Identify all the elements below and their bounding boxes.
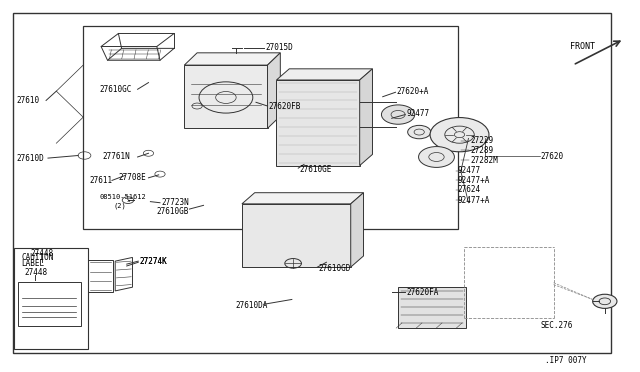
Polygon shape	[184, 53, 280, 65]
Polygon shape	[268, 53, 280, 128]
Text: 27610GE: 27610GE	[300, 165, 332, 174]
Text: 27015D: 27015D	[266, 43, 293, 52]
Circle shape	[381, 105, 415, 124]
Text: .IP7 007Y: .IP7 007Y	[545, 356, 587, 365]
Polygon shape	[276, 69, 372, 80]
Text: 92477+A: 92477+A	[458, 196, 490, 205]
Polygon shape	[398, 287, 466, 328]
Text: 27708E: 27708E	[118, 173, 146, 182]
Text: 08510-51612: 08510-51612	[99, 194, 146, 200]
Circle shape	[408, 125, 431, 139]
Text: 27611: 27611	[90, 176, 113, 185]
Bar	[14, 248, 88, 349]
Text: 27610GB: 27610GB	[157, 207, 189, 216]
Text: 27610DA: 27610DA	[236, 301, 268, 310]
Text: 27610GC: 27610GC	[99, 85, 132, 94]
Text: 27761N: 27761N	[102, 153, 130, 161]
Bar	[18, 282, 81, 326]
Text: 27620+A: 27620+A	[397, 87, 429, 96]
Text: 92477+A: 92477+A	[458, 176, 490, 185]
Text: 27274K: 27274K	[140, 257, 167, 266]
Circle shape	[419, 147, 454, 167]
Polygon shape	[351, 193, 364, 267]
Circle shape	[593, 294, 617, 308]
Text: S: S	[126, 198, 130, 203]
Polygon shape	[242, 193, 364, 204]
Polygon shape	[184, 65, 268, 128]
Circle shape	[430, 118, 489, 152]
Bar	[83, 26, 458, 229]
Text: 27620FA: 27620FA	[406, 288, 439, 296]
Text: 27610: 27610	[16, 96, 39, 105]
Text: (2): (2)	[114, 202, 127, 209]
Text: SEC.276: SEC.276	[541, 321, 573, 330]
Text: 27624: 27624	[458, 185, 481, 194]
Text: 27723N: 27723N	[161, 198, 189, 207]
Polygon shape	[242, 204, 351, 267]
Text: 92477: 92477	[458, 166, 481, 175]
Polygon shape	[276, 80, 360, 166]
Text: LABEL: LABEL	[21, 259, 44, 268]
Text: 27229: 27229	[470, 136, 493, 145]
Polygon shape	[360, 69, 372, 166]
Text: 27448: 27448	[24, 268, 47, 277]
Text: FRONT: FRONT	[570, 42, 595, 51]
Text: 27620: 27620	[541, 152, 564, 161]
Text: 27274K: 27274K	[140, 257, 167, 266]
Text: 27620FB: 27620FB	[269, 102, 301, 110]
Text: 27610GD: 27610GD	[319, 264, 351, 273]
Text: 27282M: 27282M	[470, 156, 498, 165]
Text: 27289: 27289	[470, 146, 493, 155]
Text: CAUTION: CAUTION	[21, 253, 54, 262]
Bar	[88, 260, 113, 292]
Text: 92477: 92477	[406, 109, 429, 118]
Text: 27610D: 27610D	[16, 154, 44, 163]
Text: 27448: 27448	[31, 249, 54, 258]
